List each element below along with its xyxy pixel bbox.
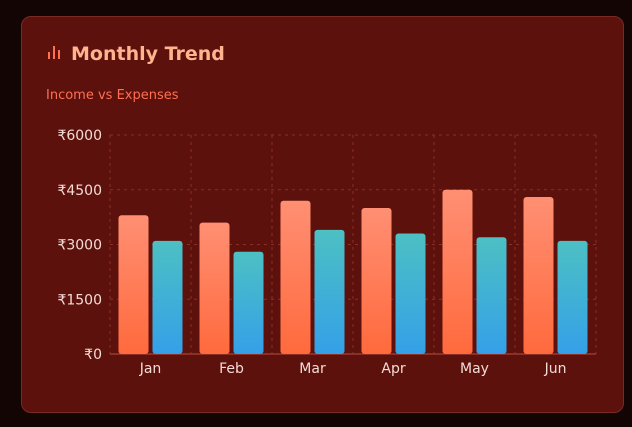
y-tick-label: ₹0 [84,347,102,363]
expense-bar [476,237,507,354]
expense-bar [152,240,183,354]
x-tick-label: Mar [299,361,326,377]
y-tick-label: ₹1500 [57,292,102,308]
card-header: Monthly Trend [47,43,225,65]
labels-layer: ₹0 ₹1500 ₹3000 ₹4500 ₹6000 Jan Feb Mar Apr May Jun [57,128,566,377]
x-tick-label: Apr [381,361,405,377]
y-tick-label: ₹4500 [57,183,102,199]
income-bar [199,222,230,354]
x-tick-label: Jan [139,361,162,377]
bars-layer [118,189,588,354]
income-bar [118,215,149,354]
y-tick-label: ₹6000 [57,128,102,144]
chart-subtitle: Income vs Expenses [46,88,179,103]
expense-bar [557,240,588,354]
income-bar [442,189,473,354]
income-bar [523,197,554,354]
x-tick-label: Feb [219,361,244,377]
x-tick-label: May [460,361,489,377]
chart-title: Monthly Trend [71,43,225,65]
income-bar [280,200,311,354]
x-tick-label: Jun [544,361,567,377]
bar-chart-icon [47,44,61,64]
y-tick-label: ₹3000 [57,238,102,254]
grid-layer [109,134,597,355]
expense-bar [314,229,345,354]
expense-bar [233,251,264,354]
expense-bar [395,233,426,354]
income-bar [361,208,392,354]
